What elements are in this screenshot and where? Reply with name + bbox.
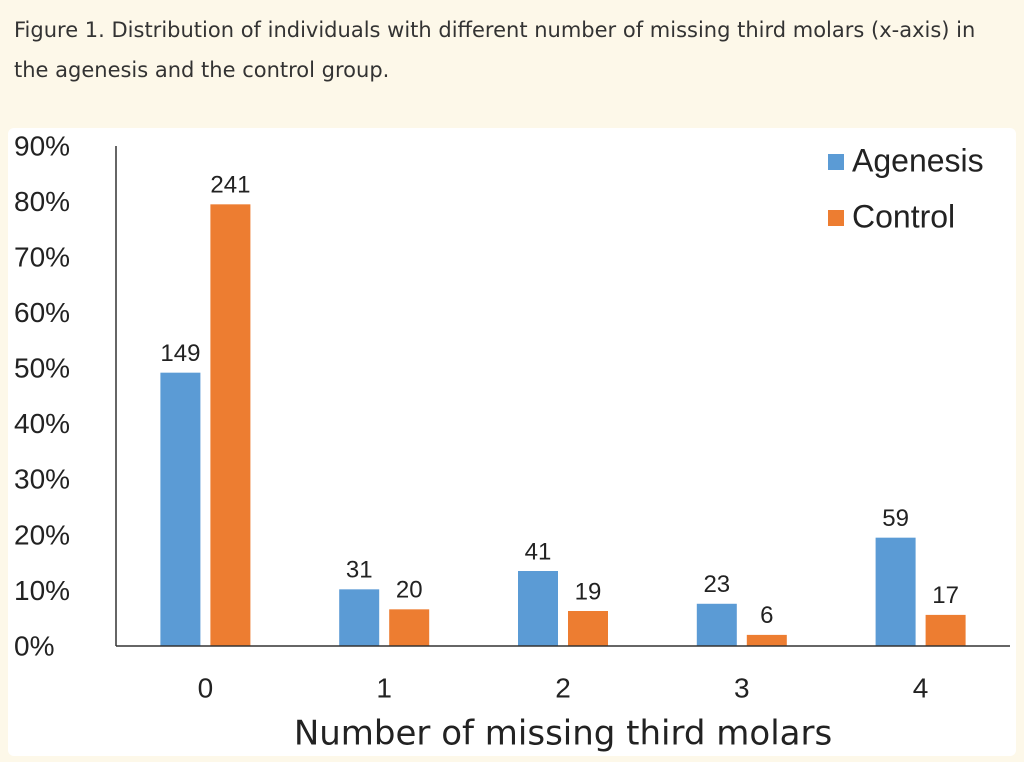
legend-swatch xyxy=(828,154,844,170)
x-tick-label: 3 xyxy=(734,672,750,703)
data-label: 20 xyxy=(396,577,423,604)
y-tick-label: 40% xyxy=(14,408,70,439)
x-tick-label: 0 xyxy=(198,672,214,703)
bar xyxy=(518,571,558,646)
data-label: 241 xyxy=(210,172,250,199)
bar xyxy=(210,204,251,647)
x-tick-label: 4 xyxy=(913,672,929,703)
bar xyxy=(389,609,430,646)
x-tick-label: 1 xyxy=(376,672,392,703)
y-tick-label: 20% xyxy=(14,519,70,550)
data-label: 19 xyxy=(575,578,602,605)
bar xyxy=(875,537,916,646)
y-tick-label: 50% xyxy=(14,353,70,384)
bar xyxy=(568,611,608,646)
data-label: 17 xyxy=(932,582,959,609)
legend-label: Control xyxy=(852,198,955,234)
bar xyxy=(746,634,787,646)
figure-caption: Figure 1. Distribution of individuals wi… xyxy=(14,18,976,82)
x-tick-label: 2 xyxy=(555,672,571,703)
legend-swatch xyxy=(828,210,844,226)
bar xyxy=(696,603,737,646)
legend-label: Agenesis xyxy=(852,142,984,178)
data-label: 149 xyxy=(160,340,200,367)
y-tick-label: 60% xyxy=(14,297,70,328)
data-label: 23 xyxy=(703,571,730,598)
data-label: 31 xyxy=(346,557,373,584)
y-tick-label: 80% xyxy=(14,186,70,217)
y-tick-label: 10% xyxy=(14,575,70,606)
y-tick-label: 30% xyxy=(14,464,70,495)
y-tick-label: 0% xyxy=(14,630,54,661)
data-label: 41 xyxy=(525,538,552,565)
data-label: 59 xyxy=(882,505,909,532)
bar xyxy=(160,372,201,646)
y-tick-label: 90% xyxy=(14,130,70,161)
bar xyxy=(339,589,380,646)
data-label: 6 xyxy=(760,602,773,629)
x-axis-label: Number of missing third molars xyxy=(294,714,832,754)
bar xyxy=(925,614,966,646)
y-tick-label: 70% xyxy=(14,242,70,273)
